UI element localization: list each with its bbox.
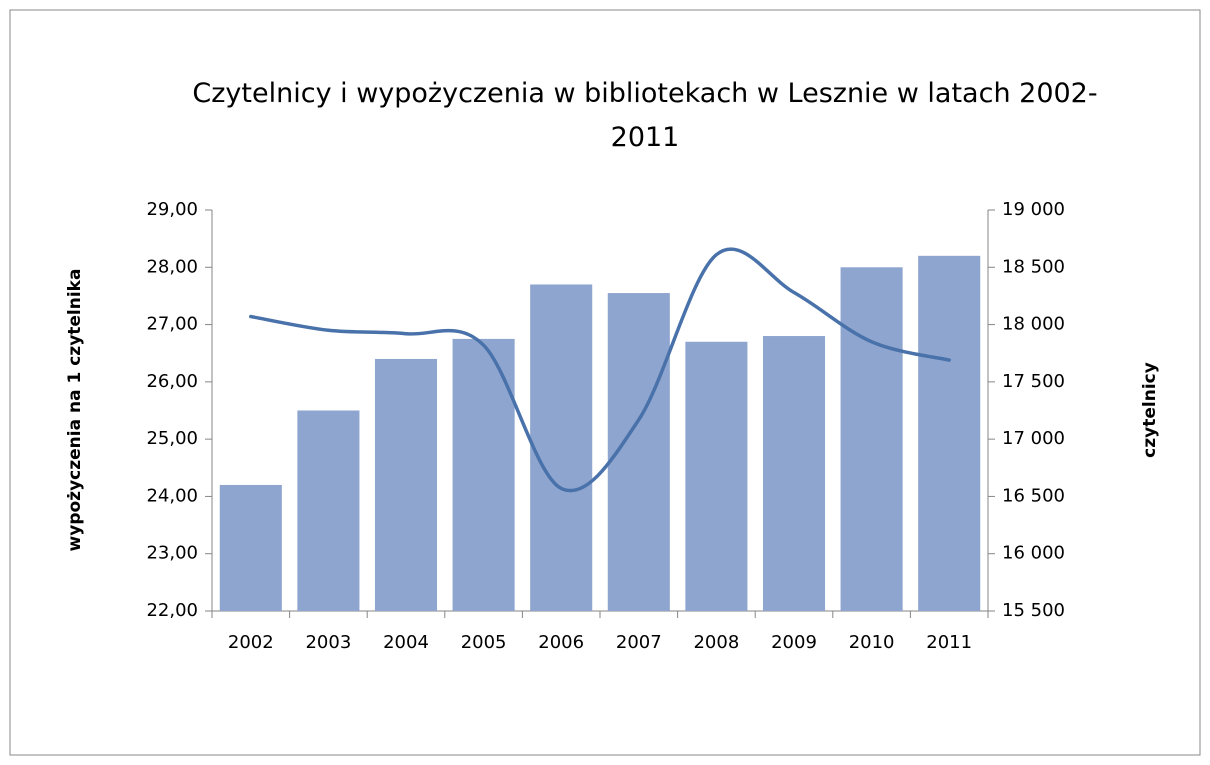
y2-tick-label: 16 500: [1002, 485, 1065, 506]
y-tick-label: 22,00: [146, 600, 198, 621]
bar: [219, 484, 282, 611]
y-tick-label: 26,00: [146, 371, 198, 392]
bar: [297, 410, 360, 611]
y-tick-label: 23,00: [146, 543, 198, 564]
x-tick-label: 2003: [305, 632, 351, 653]
y2-axis-title: czytelnicy: [1140, 362, 1160, 458]
y2-tick-label: 15 500: [1002, 600, 1065, 621]
y-tick-label: 29,00: [146, 199, 198, 220]
x-tick-label: 2007: [616, 632, 662, 653]
y2-tick-label: 17 500: [1002, 371, 1065, 392]
y2-tick-label: 16 000: [1002, 543, 1065, 564]
x-tick-label: 2002: [228, 632, 274, 653]
y-tick-label: 24,00: [146, 485, 198, 506]
bar: [840, 267, 903, 611]
x-tick-label: 2009: [771, 632, 817, 653]
y-tick-label: 27,00: [146, 314, 198, 335]
bar: [530, 284, 593, 611]
chart-border: [9, 9, 1201, 756]
x-tick-label: 2004: [383, 632, 429, 653]
x-tick-label: 2008: [693, 632, 739, 653]
bar: [762, 336, 826, 611]
x-tick-label: 2011: [926, 632, 972, 653]
bar: [918, 255, 981, 612]
x-tick-label: 2006: [538, 632, 584, 653]
y-axis-title: wypożyczenia na 1 czytelnika: [65, 269, 85, 552]
line: [249, 247, 951, 493]
y2-tick-label: 18 500: [1002, 256, 1065, 277]
bar: [452, 338, 515, 611]
chart-title: Czytelnicy i wypożyczenia w bibliotekach…: [192, 78, 1098, 153]
y2-tick-label: 17 000: [1002, 428, 1065, 449]
bar: [374, 358, 438, 611]
x-tick-label: 2010: [849, 632, 895, 653]
x-tick-label: 2005: [461, 632, 507, 653]
y2-tick-label: 19 000: [1002, 199, 1065, 220]
y2-tick-label: 18 000: [1002, 314, 1065, 335]
y-tick-label: 25,00: [146, 428, 198, 449]
y-tick-label: 28,00: [146, 256, 198, 277]
bar: [685, 341, 748, 611]
